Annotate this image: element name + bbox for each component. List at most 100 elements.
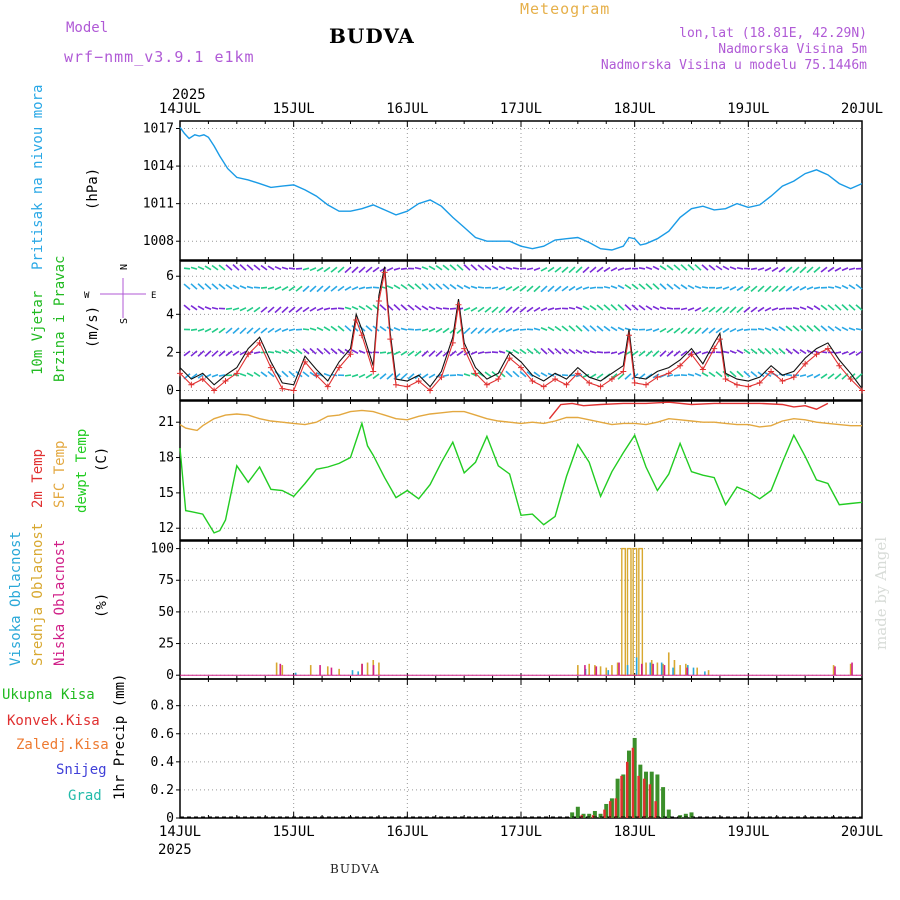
wind-direction-arrow — [561, 285, 569, 292]
wind-speed-marker — [427, 387, 434, 394]
wind-direction-arrow — [449, 283, 457, 290]
wind-direction-arrow — [302, 348, 310, 355]
wind-direction-arrow — [848, 284, 856, 290]
wind-direction-arrow — [736, 370, 744, 378]
wind-direction-arrow — [827, 373, 835, 380]
wind-direction-arrow — [218, 283, 226, 290]
wind-direction-arrow — [624, 327, 632, 331]
wind-label-2: Brzina i Pravac — [52, 256, 68, 382]
wind-direction-arrow — [638, 283, 646, 290]
xtick-label-bottom: 17JUL — [500, 824, 542, 840]
wind-direction-arrow — [582, 349, 590, 354]
wind-direction-arrow — [379, 373, 387, 380]
wind-direction-arrow — [841, 326, 849, 332]
wind-direction-arrow — [386, 267, 394, 272]
wind-direction-arrow — [673, 264, 681, 271]
wind-direction-arrow — [701, 327, 709, 335]
wind-direction-arrow — [834, 285, 842, 289]
wind-direction-arrow — [323, 347, 331, 355]
wind-direction-arrow — [575, 349, 583, 355]
wind-direction-arrow — [316, 307, 324, 312]
cloud-bar — [594, 665, 596, 676]
wind-direction-arrow — [708, 371, 716, 378]
wind-direction-arrow — [470, 327, 478, 335]
panel-wind: 0 2 4 6 — [166, 260, 865, 401]
wind-direction-arrow — [834, 266, 842, 272]
wind-direction-arrow — [218, 350, 226, 357]
cloud-bar — [686, 667, 689, 676]
wind-direction-arrow — [743, 348, 751, 355]
wind-direction-arrow — [351, 373, 359, 378]
wind-direction-arrow — [519, 370, 527, 378]
precip-total-bar — [581, 813, 586, 818]
wind-direction-arrow — [344, 306, 352, 310]
wind-direction-arrow — [421, 266, 429, 271]
wind-direction-arrow — [463, 284, 471, 290]
wind-direction-arrow — [260, 327, 268, 334]
wind-speed-marker — [711, 345, 718, 352]
pressure-line — [179, 126, 863, 251]
wind-direction-arrow — [617, 350, 625, 355]
wind-direction-arrow — [484, 371, 492, 378]
wind-direction-arrow — [827, 286, 835, 289]
lonlat-label: lon,lat (18.81E, 42.29N) — [679, 26, 867, 41]
wind-direction-arrow — [771, 326, 779, 332]
wind-speed-marker — [495, 376, 502, 383]
wind-direction-arrow — [638, 267, 646, 270]
wind-direction-arrow — [281, 349, 289, 354]
wind-direction-arrow — [267, 370, 275, 378]
wind-direction-arrow — [778, 347, 786, 355]
wind-direction-arrow — [715, 306, 723, 313]
wind-direction-arrow — [666, 373, 674, 378]
wind-direction-arrow — [288, 267, 296, 270]
wind-speed-marker — [677, 362, 684, 369]
wind-direction-arrow — [323, 307, 331, 311]
cloud-bar — [849, 663, 852, 676]
panel-frame — [179, 678, 863, 819]
wind-direction-arrow — [428, 373, 436, 379]
wind-direction-arrow — [736, 266, 744, 270]
wind-direction-arrow — [813, 286, 821, 290]
wind-direction-arrow — [498, 265, 506, 271]
wind-direction-arrow — [589, 350, 597, 354]
wind-direction-arrow — [701, 306, 709, 313]
precip-total-bar — [598, 813, 603, 818]
wind-direction-arrow — [351, 349, 359, 355]
wind-direction-arrow — [806, 286, 814, 291]
cloud-bar — [611, 665, 613, 676]
wind-direction-arrow — [631, 304, 639, 311]
wind-direction-arrow — [848, 327, 856, 331]
wind-speed-marker — [859, 387, 865, 394]
cloud-bar — [704, 671, 706, 676]
wind-direction-arrow — [694, 327, 702, 335]
wind-direction-arrow — [659, 283, 667, 290]
wind-direction-arrow — [239, 264, 247, 271]
cloud-bar — [679, 665, 681, 676]
wind-speed-marker — [245, 351, 252, 358]
cloud-bar — [652, 663, 654, 676]
wind-direction-arrow — [848, 350, 856, 356]
cloud-bar — [372, 665, 375, 676]
wind-direction-arrow — [673, 327, 681, 334]
wind-direction-arrow — [477, 264, 485, 271]
xtick-label-bottom: 20JUL — [841, 824, 883, 840]
wind-direction-arrow — [260, 371, 268, 378]
wind-speed-marker — [506, 355, 513, 362]
wind-direction-arrow — [652, 305, 660, 311]
wind-direction-arrow — [512, 370, 520, 378]
cloud-bar — [851, 662, 853, 676]
wind-direction-arrow — [246, 264, 254, 271]
wind-direction-arrow — [498, 286, 506, 291]
temp2m-label: 2m Temp — [30, 449, 46, 508]
wind-direction-arrow — [253, 351, 261, 355]
wind-direction-arrow — [687, 264, 695, 271]
wind-direction-arrow — [778, 266, 786, 273]
wind-direction-arrow — [757, 306, 765, 313]
wind-direction-arrow — [232, 284, 240, 290]
wind-direction-arrow — [827, 304, 835, 311]
wind-direction-arrow — [302, 371, 310, 378]
wind-direction-arrow — [470, 285, 478, 289]
wind-direction-arrow — [617, 284, 625, 290]
wind-direction-arrow — [197, 328, 205, 332]
wind-direction-arrow — [246, 327, 254, 335]
